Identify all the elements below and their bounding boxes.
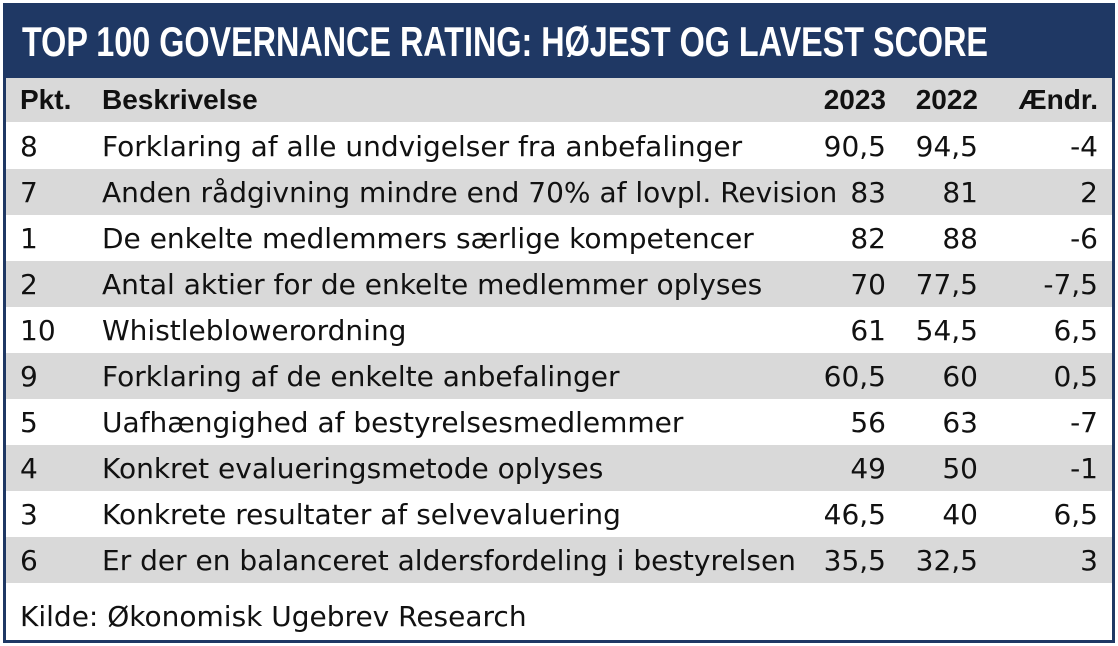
column-header: Ændr. bbox=[1018, 84, 1098, 115]
table-cell: 7 bbox=[20, 175, 38, 209]
table-cell: 81 bbox=[942, 175, 978, 209]
table-cell: Forklaring af alle undvigelser fra anbef… bbox=[102, 129, 743, 163]
header-row: Pkt. Beskrivelse 2023 2022 Ændr. bbox=[6, 78, 1112, 122]
table-row: 2 Antal aktier for de enkelte medlemmer o… bbox=[6, 261, 1112, 307]
table-cell: 10 bbox=[20, 313, 56, 347]
table-cell: 35,5 bbox=[823, 543, 886, 577]
table-cell: 32,5 bbox=[915, 543, 978, 577]
column-header: Pkt. bbox=[20, 84, 72, 115]
table-cell: -6 bbox=[1070, 221, 1098, 255]
table-cell: Konkret evalueringsmetode oplyses bbox=[102, 451, 604, 485]
table-cell: -7 bbox=[1070, 405, 1098, 439]
title: TOP 100 GOVERNANCE RATING: HØJEST OG LAV… bbox=[22, 18, 988, 65]
table-cell: 61 bbox=[850, 313, 886, 347]
table-cell: 5 bbox=[20, 405, 38, 439]
table-cell: 94,5 bbox=[915, 129, 978, 163]
table-cell: Whistleblowerordning bbox=[102, 313, 407, 347]
table-cell: -1 bbox=[1070, 451, 1098, 485]
table-cell: 54,5 bbox=[915, 313, 978, 347]
table-cell: 70 bbox=[850, 267, 886, 301]
table-cell: 50 bbox=[942, 451, 978, 485]
table-cell: 9 bbox=[20, 359, 38, 393]
source-note: Kilde: Økonomisk Ugebrev Research bbox=[20, 600, 527, 633]
table-cell: Uafhængighed af bestyrelsesmedlemmer bbox=[102, 405, 684, 439]
table-cell: 56 bbox=[850, 405, 886, 439]
table-cell: Antal aktier for de enkelte medlemmer op… bbox=[102, 267, 763, 301]
table-cell: 77,5 bbox=[915, 267, 978, 301]
table-cell: 46,5 bbox=[823, 497, 886, 531]
column-header: Beskrivelse bbox=[102, 84, 258, 115]
table-frame: TOP 100 GOVERNANCE RATING: HØJEST OG LAV… bbox=[3, 3, 1115, 643]
table-cell: -4 bbox=[1070, 129, 1098, 163]
table-cell: Konkrete resultater af selvevaluering bbox=[102, 497, 621, 531]
table-row: 8 Forklaring af alle undvigelser fra anbe… bbox=[6, 123, 1112, 169]
table-cell: 90,5 bbox=[823, 129, 886, 163]
table-cell: -7,5 bbox=[1043, 267, 1098, 301]
table-cell: 6,5 bbox=[1053, 313, 1098, 347]
table-cell: 49 bbox=[850, 451, 886, 485]
table-row: 4 Konkret evalueringsmetode oplyses 49 50 -1 bbox=[6, 445, 1112, 491]
table-cell: 3 bbox=[1080, 543, 1098, 577]
table-cell: 3 bbox=[20, 497, 38, 531]
table-cell: 83 bbox=[850, 175, 886, 209]
table-row: 3 Konkrete resultater af selvevaluering 46… bbox=[6, 491, 1112, 537]
table-cell: 0,5 bbox=[1053, 359, 1098, 393]
table-cell: 40 bbox=[942, 497, 978, 531]
title-bar: TOP 100 GOVERNANCE RATING: HØJEST OG LAV… bbox=[6, 6, 1112, 78]
table-row: 7 Anden rådgivning mindre end 70% af lovp… bbox=[6, 169, 1112, 215]
table-row: 10 Whistleblowerordning 61 54,5 6,5 bbox=[6, 307, 1112, 353]
table-cell: 4 bbox=[20, 451, 38, 485]
table-cell: 63 bbox=[942, 405, 978, 439]
table-cell: 60,5 bbox=[823, 359, 886, 393]
title-svg: TOP 100 GOVERNANCE RATING: HØJEST OG LAV… bbox=[22, 18, 988, 65]
column-header: 2022 bbox=[915, 84, 978, 115]
table-cell: 60 bbox=[942, 359, 978, 393]
table-cell: Forklaring af de enkelte anbefalinger bbox=[102, 359, 620, 393]
table-cell: 88 bbox=[942, 221, 978, 255]
table-cell: 6 bbox=[20, 543, 38, 577]
table-cell: 8 bbox=[20, 129, 38, 163]
table-cell: 2 bbox=[1080, 175, 1098, 209]
table-cell: 1 bbox=[20, 221, 38, 255]
table-row: 6 Er der en balanceret aldersfordeling i … bbox=[6, 537, 1112, 583]
table-row: 5 Uafhængighed af bestyrelsesmedlemmer 56 6… bbox=[6, 399, 1112, 445]
table-cell: 6,5 bbox=[1053, 497, 1098, 531]
table-cell: 2 bbox=[20, 267, 38, 301]
table-cell: 82 bbox=[850, 221, 886, 255]
table-cell: De enkelte medlemmers særlige kompetence… bbox=[102, 221, 754, 255]
table-row: 1 De enkelte medlemmers særlige kompetenc… bbox=[6, 215, 1112, 261]
column-header: 2023 bbox=[823, 84, 886, 115]
table-row: 9 Forklaring af de enkelte anbefalinger 60… bbox=[6, 353, 1112, 399]
table-cell: Er der en balanceret aldersfordeling i b… bbox=[102, 543, 796, 577]
table-cell: Anden rådgivning mindre end 70% af lovpl… bbox=[102, 175, 838, 209]
